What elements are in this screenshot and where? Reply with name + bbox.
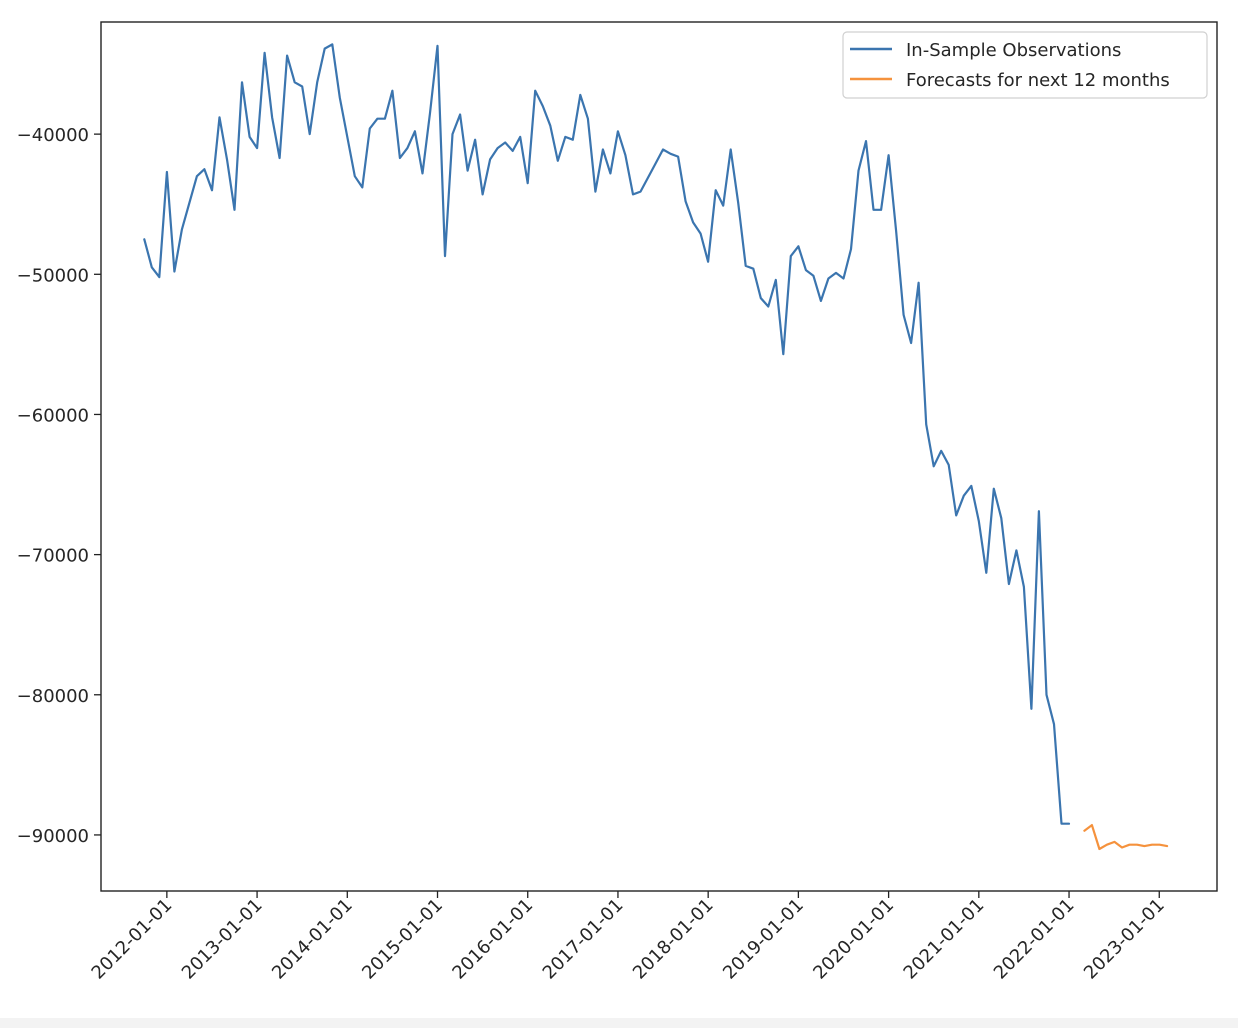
y-tick-label: −80000 [17,686,89,707]
x-tick-label: 2013-01-01 [178,895,267,984]
series-line-1 [1083,823,1169,851]
y-tick-label: −60000 [17,405,89,426]
window-bottom-strip [0,1018,1238,1028]
x-tick-label: 2014-01-01 [268,895,357,984]
x-tick-label: 2022-01-01 [990,895,1079,984]
x-tick-label: 2012-01-01 [88,895,177,984]
x-tick-label: 2015-01-01 [358,895,447,984]
legend-label-1: Forecasts for next 12 months [906,70,1170,91]
y-tick-label: −40000 [17,125,89,146]
y-tick-label: −90000 [17,826,89,847]
x-tick-label: 2021-01-01 [900,895,989,984]
x-tick-label: 2017-01-01 [539,895,628,984]
plot-area [143,43,1169,851]
series-line-0 [143,43,1071,825]
plot-frame [100,21,1218,892]
legend-label-0: In-Sample Observations [906,40,1121,61]
x-tick-label: 2016-01-01 [448,895,537,984]
legend-box [842,31,1208,99]
x-tick-label: 2019-01-01 [719,895,808,984]
y-tick-label: −50000 [17,265,89,286]
legend: In-Sample Observations Forecasts for next… [842,31,1208,99]
y-tick-label: −70000 [17,546,89,567]
x-tick-label: 2020-01-01 [809,895,898,984]
axes: −40000 −50000 −60000 −70000 −80000 −90000 2012… [17,21,1218,984]
x-tick-label: 2018-01-01 [629,895,718,984]
x-tick-label: 2023-01-01 [1080,895,1169,984]
